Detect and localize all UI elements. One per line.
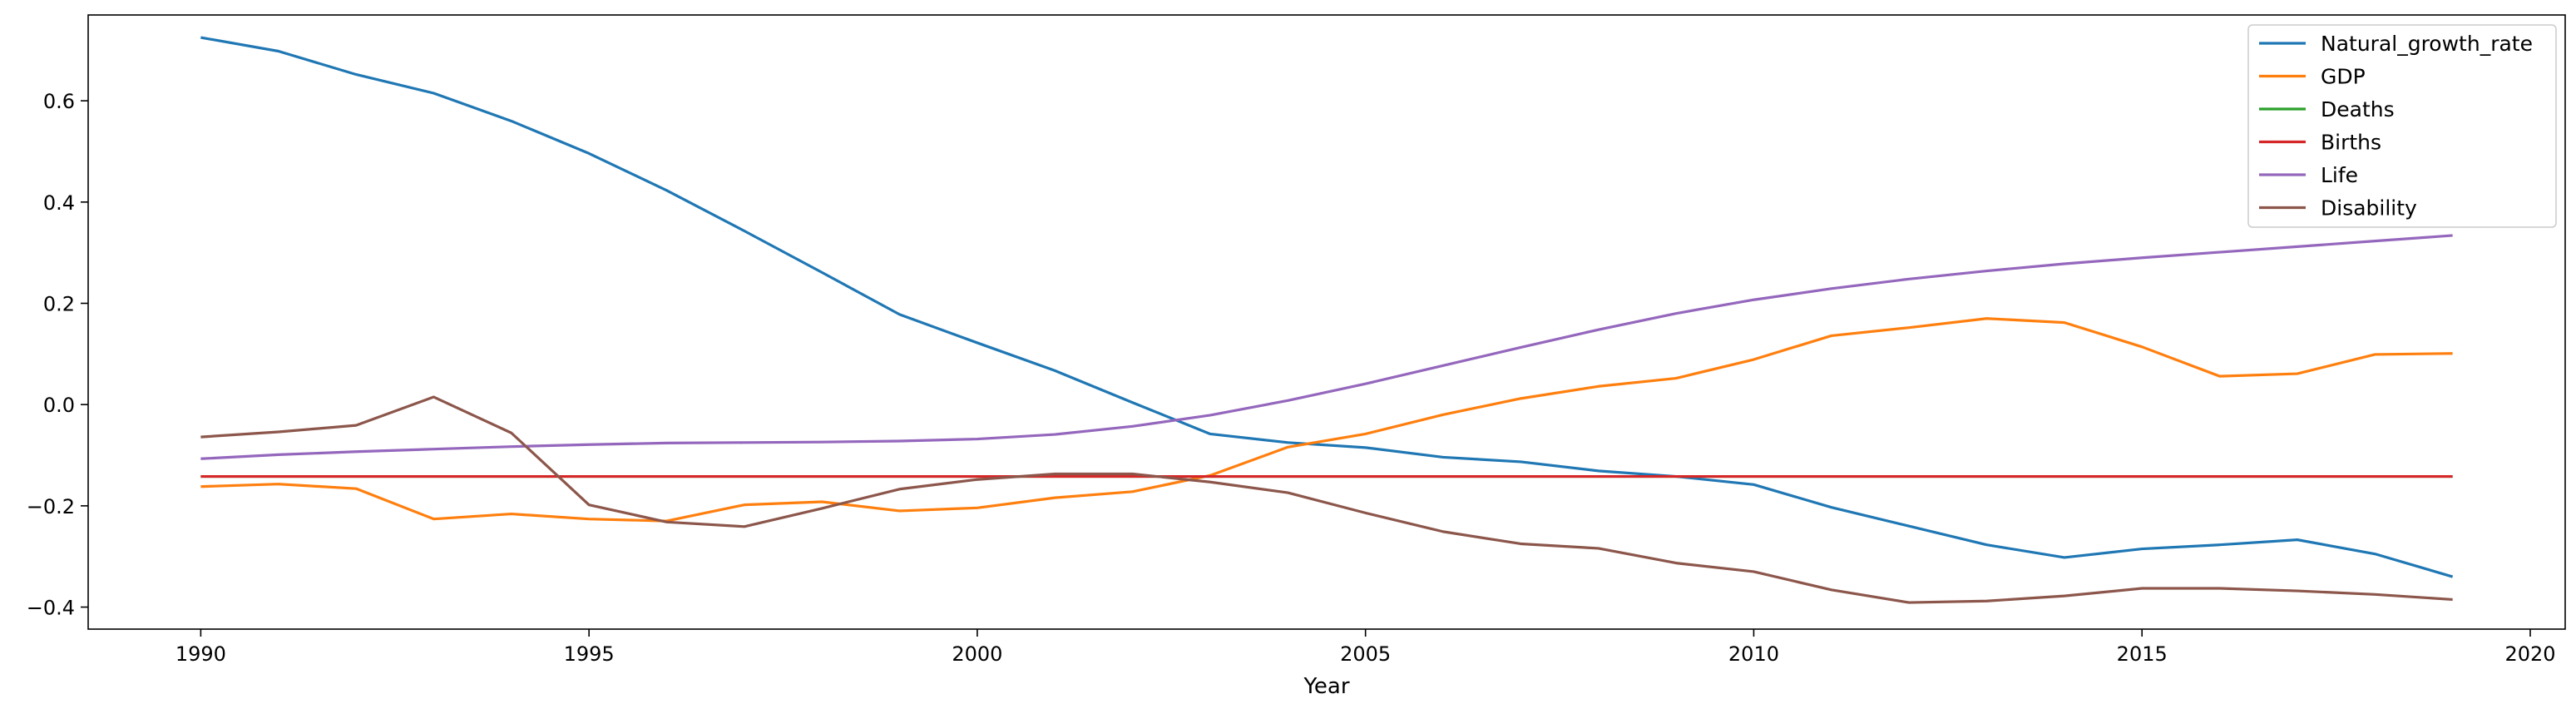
x-tick-label: 2020 (2504, 642, 2555, 666)
legend-label-deaths: Deaths (2321, 97, 2395, 121)
x-tick-label: 2000 (952, 642, 1002, 666)
series-line-natural-growth-rate (200, 36, 2454, 578)
x-tick-label: 1990 (176, 642, 226, 666)
x-axis: 1990 1995 2000 2005 2010 2015 2020 (176, 629, 2556, 666)
y-tick-label: −0.2 (27, 495, 75, 518)
legend-label-disability: Disability (2321, 196, 2417, 221)
legend-label-gdp: GDP (2321, 65, 2366, 89)
axes-frame (87, 14, 2566, 630)
series-line-disability (200, 395, 2453, 604)
legend-box (2247, 24, 2557, 228)
x-axis-label: Year (1303, 674, 1349, 699)
x-tick-label: 2010 (1728, 642, 1779, 666)
x-tick-label: 1995 (564, 642, 615, 666)
x-tick-label: 2015 (2117, 642, 2168, 666)
y-tick-label: 0.6 (43, 90, 75, 113)
plot-area (200, 36, 2454, 604)
legend-label-births: Births (2321, 131, 2381, 155)
legend-label-natural-growth-rate: Natural_growth_rate (2321, 32, 2533, 56)
series-line-life (200, 234, 2453, 460)
y-tick-label: 0.0 (43, 394, 75, 417)
legend-label-life: Life (2321, 163, 2358, 187)
y-axis: −0.4 −0.2 0.0 0.2 0.4 0.6 (27, 90, 88, 620)
x-tick-label: 2005 (1340, 642, 1391, 666)
y-tick-label: 0.2 (43, 292, 75, 315)
legend: Natural_growth_rate GDP Deaths Births Life Di… (2247, 24, 2557, 228)
series-line-gdp (200, 317, 2453, 523)
y-tick-label: 0.4 (43, 191, 75, 215)
y-tick-label: −0.4 (27, 597, 75, 620)
